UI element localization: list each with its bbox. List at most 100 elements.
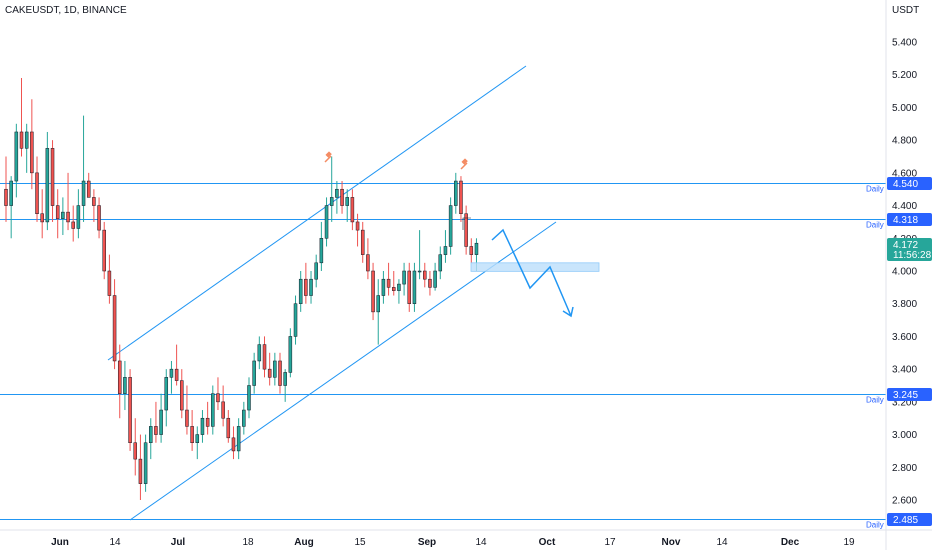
- level-tag-box-0: [887, 177, 932, 190]
- candle-59: [309, 271, 313, 304]
- candle-84: [438, 246, 443, 280]
- candle-body-68: [355, 221, 360, 231]
- time-tick-8: Oct: [539, 537, 556, 548]
- candle-43: [226, 410, 231, 443]
- candle-body-6: [35, 172, 39, 215]
- candle-body-18: [97, 205, 101, 231]
- candle-body-2: [14, 131, 19, 182]
- candle-body-32: [169, 368, 174, 378]
- candle-74: [386, 262, 391, 296]
- candle-body-62: [324, 205, 329, 239]
- price-tick-2: 3.000: [892, 430, 917, 441]
- level-tag-0: 4.540: [887, 177, 932, 190]
- time-tick-2: Jul: [171, 537, 186, 548]
- candle-body-4: [24, 131, 29, 149]
- candle-body-13: [71, 221, 75, 229]
- candle-16: [86, 172, 91, 198]
- level-daily-label-0: Daily: [866, 185, 884, 194]
- last-price-tag: 4.172 11:56:28: [887, 238, 932, 261]
- time-tick-11: 14: [716, 537, 728, 548]
- candle-1: [9, 176, 13, 239]
- candle-89: [464, 205, 468, 255]
- candle-40: [211, 385, 215, 435]
- time-tick-5: 15: [354, 537, 366, 548]
- candle-71: [371, 262, 375, 321]
- time-tick-0: Jun: [51, 537, 69, 548]
- candle-body-47: [247, 385, 251, 411]
- price-tick-14: 5.400: [892, 38, 917, 49]
- candle-body-64: [335, 188, 339, 198]
- candle-body-41: [216, 393, 220, 403]
- candle-36: [190, 410, 194, 451]
- level-tag-box-2: [887, 388, 932, 401]
- price-axis-background: [887, 0, 932, 550]
- countdown-timer: 11:56:28: [893, 250, 932, 261]
- time-tick-10: Nov: [662, 537, 681, 548]
- price-tick-3: 3.200: [892, 397, 917, 408]
- flag-head-0: [325, 151, 332, 158]
- candle-body-71: [371, 270, 375, 313]
- candle-42: [221, 385, 225, 427]
- candle-body-34: [180, 380, 184, 411]
- top-marker-flag-0: [324, 151, 332, 163]
- candle-44: [231, 426, 236, 460]
- candle-body-37: [195, 434, 200, 444]
- price-axis[interactable]: 2.600 2.800 3.000 3.200 3.400 3.600 3.800 4.000…: [892, 38, 917, 507]
- candle-14: [76, 189, 81, 239]
- time-tick-1: 14: [109, 537, 121, 548]
- candle-25: [133, 418, 137, 476]
- candle-body-54: [283, 372, 287, 386]
- level-tag-value-1: 4.318: [893, 215, 918, 226]
- candle-body-5: [30, 131, 34, 174]
- candle-body-27: [143, 442, 148, 484]
- candle-body-3: [19, 131, 24, 149]
- candle-50: [262, 336, 267, 378]
- candle-73: [381, 271, 386, 304]
- projection-drawings: [462, 217, 600, 318]
- price-tick-4: 3.400: [892, 365, 917, 376]
- candle-body-51: [267, 368, 272, 378]
- candle-body-44: [231, 437, 236, 452]
- time-tick-13: 19: [843, 537, 855, 548]
- level-daily-label-3: Daily: [866, 521, 884, 530]
- candle-body-53: [278, 360, 282, 386]
- candle-18: [97, 197, 101, 239]
- candle-80: [417, 230, 422, 280]
- price-tick-7: 4.000: [892, 267, 917, 278]
- candle-11: [61, 197, 65, 236]
- candle-body-50: [262, 344, 267, 370]
- candle-83: [433, 262, 437, 291]
- candle-27: [143, 434, 148, 492]
- level-daily-label-2: Daily: [866, 396, 884, 405]
- candle-body-24: [128, 377, 132, 444]
- candle-30: [159, 393, 163, 443]
- candle-76: [397, 279, 401, 304]
- candle-82: [428, 271, 432, 296]
- candle-51: [267, 352, 272, 386]
- retest-bracket: [462, 217, 471, 230]
- candle-58: [304, 262, 308, 304]
- candle-body-19: [102, 229, 106, 272]
- candle-body-67: [350, 197, 355, 223]
- time-axis[interactable]: Jun 14 Jul 18 Aug 15 Sep 14 Oct 17 Nov 14 Dec 19: [51, 537, 855, 548]
- candle-31: [164, 369, 169, 427]
- last-price-value: 4.172: [893, 240, 918, 251]
- candle-body-58: [304, 278, 308, 296]
- candle-56: [293, 295, 298, 345]
- candle-body-57: [298, 278, 303, 304]
- projection-arrowhead: [562, 306, 574, 318]
- candle-body-59: [309, 278, 313, 296]
- candle-body-56: [293, 303, 298, 337]
- level-tag-value-3: 2.485: [893, 515, 918, 526]
- candle-body-78: [407, 270, 412, 304]
- candle-13: [71, 205, 75, 242]
- time-tick-7: 14: [475, 537, 487, 548]
- candle-78: [407, 262, 412, 312]
- candles: [4, 77, 479, 500]
- candle-7: [40, 189, 44, 239]
- candle-body-75: [392, 287, 396, 291]
- candle-28: [149, 418, 153, 460]
- candle-61: [319, 221, 324, 272]
- price-axis-unit: USDT: [892, 5, 919, 16]
